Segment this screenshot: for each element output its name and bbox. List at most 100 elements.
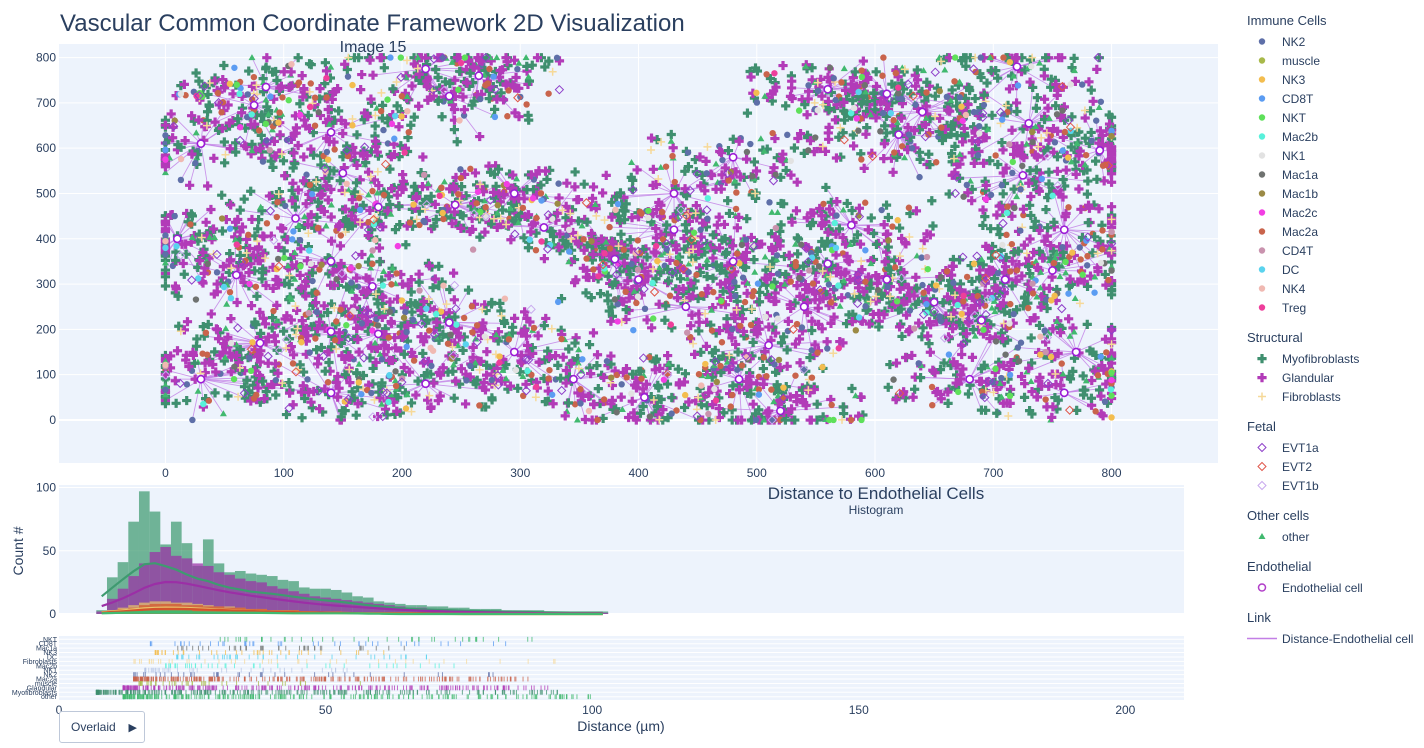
cell-point: [710, 345, 720, 355]
cell-point: [377, 88, 386, 97]
cell-point: [336, 258, 346, 269]
cell-point: [521, 379, 531, 389]
cell-point: [790, 298, 800, 308]
cell-point: [775, 282, 786, 292]
cell-point: [973, 110, 983, 121]
cell-point: [697, 249, 707, 259]
cell-point: [1106, 257, 1117, 267]
cell-point: [708, 230, 718, 240]
cell-point: [422, 81, 433, 92]
cell-point: [177, 239, 187, 249]
cell-point: [836, 269, 846, 279]
cell-point: [272, 300, 282, 310]
cell-point: [954, 294, 964, 305]
cell-point: [630, 287, 638, 294]
cell-point: [199, 135, 209, 145]
cell-point: [786, 71, 797, 81]
cell-point: [918, 323, 928, 333]
cell-point: [486, 219, 497, 229]
cell-point: [502, 57, 512, 67]
cell-point: [1012, 148, 1022, 158]
cell-point: [269, 136, 279, 146]
cell-point: [582, 265, 592, 275]
cell-point: [853, 92, 863, 102]
cell-point: [809, 384, 819, 395]
cell-point: [1049, 217, 1059, 227]
cell-point: [889, 223, 896, 230]
cell-point: [1058, 82, 1068, 92]
cell-point: [422, 76, 432, 86]
distance-link: [703, 156, 734, 185]
cell-point: [687, 310, 697, 320]
cell-point: [254, 370, 265, 381]
cell-point: [694, 317, 704, 327]
cell-point: [525, 317, 535, 327]
cell-point: [192, 334, 202, 344]
cell-point: [1078, 371, 1088, 381]
cell-point: [761, 265, 771, 275]
cell-point: [381, 209, 391, 219]
cell-point: [1100, 269, 1110, 280]
cell-point: [161, 391, 169, 398]
cell-point: [482, 53, 492, 63]
cell-point: [503, 384, 513, 394]
distance-link: [770, 274, 805, 308]
cell-point: [973, 325, 984, 335]
distance-link: [200, 377, 261, 380]
cell-point: [219, 60, 229, 71]
cell-point: [981, 123, 991, 133]
cell-point: [456, 364, 466, 374]
cell-point: [1036, 302, 1046, 312]
cell-point: [531, 190, 542, 200]
cell-point: [380, 404, 391, 414]
distance-link: [609, 226, 674, 231]
cell-point: [943, 332, 954, 342]
cell-point: [642, 315, 652, 325]
cell-point: [492, 331, 500, 338]
cell-point: [407, 307, 417, 317]
cell-point: [267, 313, 278, 323]
cell-point: [366, 341, 376, 351]
cell-point: [1058, 192, 1068, 202]
cell-point: [660, 315, 670, 325]
cell-point: [259, 232, 269, 242]
cell-point: [767, 242, 777, 253]
cell-point: [764, 406, 774, 416]
cell-point: [693, 293, 703, 304]
distance-link: [191, 379, 202, 421]
cell-point: [301, 349, 311, 359]
cell-point: [1047, 272, 1057, 282]
cell-point: [448, 342, 457, 351]
cell-point: [1089, 200, 1099, 210]
cell-point: [608, 280, 618, 290]
distance-link: [200, 378, 224, 414]
cell-point: [264, 105, 274, 116]
cell-point: [231, 147, 241, 157]
cell-point: [253, 224, 263, 234]
cell-point: [563, 232, 570, 239]
cell-point: [572, 195, 582, 205]
cell-point: [638, 244, 648, 255]
cell-point: [348, 142, 358, 153]
cell-point: [662, 163, 670, 170]
cell-point: [723, 358, 731, 365]
cell-point: [231, 223, 241, 233]
cell-point: [365, 353, 375, 363]
cell-point: [465, 226, 475, 237]
cell-point: [379, 334, 389, 344]
cell-point: [341, 214, 352, 224]
cell-point: [584, 339, 595, 350]
cell-point: [605, 251, 615, 261]
cell-point: [922, 109, 932, 119]
cell-point: [201, 217, 211, 227]
distance-link: [315, 261, 332, 294]
cell-point: [390, 333, 400, 343]
cell-point: [807, 63, 817, 73]
cell-point: [228, 89, 238, 99]
cell-point: [834, 132, 844, 142]
cell-point: [261, 254, 270, 263]
cell-point: [204, 101, 214, 111]
cell-point: [816, 74, 826, 84]
cell-point: [654, 383, 664, 393]
cell-point: [489, 169, 499, 179]
